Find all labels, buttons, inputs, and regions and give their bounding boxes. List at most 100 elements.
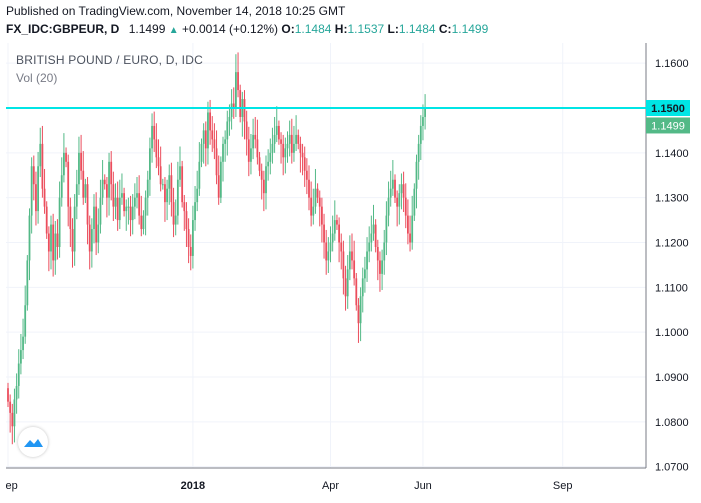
candle-body [159, 166, 162, 185]
candle-body [364, 269, 366, 279]
candle-body [321, 206, 323, 225]
volume-indicator-label[interactable]: Vol (20) [16, 71, 58, 85]
y-tick-label: 1.0800 [655, 417, 689, 429]
candle-body [404, 197, 407, 216]
candle-body [52, 224, 55, 261]
candle-body [37, 166, 39, 212]
candle-body [417, 143, 420, 162]
candle-body [65, 152, 67, 162]
candle-body [316, 188, 319, 198]
candle-body [80, 152, 82, 171]
candle-body [99, 197, 102, 225]
candle-body [151, 125, 153, 149]
candle-body [265, 166, 267, 194]
x-tick-label: Jun [414, 480, 432, 492]
candle-body [144, 197, 147, 216]
candle-body [24, 305, 27, 337]
candle-body [374, 224, 377, 247]
chart-area[interactable]: 1.1600 1.1500 1.1400 1.1300 1.1200 1.1100 1.10… [6, 43, 696, 500]
candle-body [357, 305, 360, 324]
symbol-label[interactable]: FX_IDC:GBPEUR, D [6, 22, 120, 36]
candle-body [372, 224, 375, 234]
chart-legend-title: BRITISH POUND / EURO, D, IDC [16, 53, 203, 67]
candle-body [213, 139, 216, 149]
candle-body [45, 206, 48, 234]
candle-body [305, 170, 308, 180]
price-chart[interactable]: 1.1600 1.1500 1.1400 1.1300 1.1200 1.1100 1.10… [6, 43, 696, 500]
candle-body [411, 215, 414, 243]
candle-body [118, 197, 121, 221]
candle-body [164, 184, 166, 203]
y-tick-label: 1.1000 [655, 327, 689, 339]
candle-body [121, 193, 123, 198]
candle-body [95, 206, 98, 243]
candle-body [308, 179, 310, 198]
candle-body [54, 233, 57, 261]
y-tick-label: 1.1600 [655, 58, 689, 70]
candle-body [50, 224, 52, 252]
candle-body [366, 251, 368, 270]
candle-body [90, 229, 93, 252]
candle-body [288, 134, 291, 144]
candle-body [176, 179, 179, 216]
candle-body [344, 278, 347, 297]
candle-body [271, 143, 274, 153]
candle-body [293, 143, 295, 153]
candle-body [22, 336, 24, 351]
candle-body [211, 130, 214, 140]
low-label: L: [387, 22, 399, 36]
candle-body [290, 134, 293, 153]
candle-body [282, 143, 285, 158]
candle-body [422, 116, 424, 126]
candle-body [41, 143, 44, 189]
tradingview-cloud-icon[interactable] [18, 427, 48, 457]
candle-body [342, 251, 345, 279]
candle-body [394, 179, 396, 198]
candle-body [97, 224, 100, 243]
candle-body [161, 184, 164, 186]
candle-body [140, 215, 143, 230]
candle-body [181, 166, 184, 203]
candle-body [174, 215, 177, 225]
candle-body [355, 278, 358, 306]
candle-body [381, 260, 383, 274]
candle-body [217, 175, 220, 198]
y-tick-label: 1.1400 [655, 148, 689, 160]
candle-body [93, 206, 95, 230]
candle-body [327, 251, 330, 261]
candle-body [17, 363, 20, 386]
candle-body [75, 184, 78, 207]
candle-body [407, 215, 409, 234]
candle-body [47, 233, 50, 252]
candle-body [389, 188, 392, 198]
candle-body [35, 184, 37, 212]
candle-body [301, 152, 304, 158]
last-price: 1.1499 [128, 22, 166, 36]
candle-body [239, 90, 242, 117]
candle-body [71, 229, 74, 252]
quote-bar: FX_IDC:GBPEUR, D 1.1499 ▲ +0.0014 (+0.12… [6, 22, 488, 36]
candle-body [60, 175, 63, 198]
candle-body [346, 269, 349, 297]
candle-body [146, 179, 149, 198]
candle-body [110, 161, 113, 185]
candle-body [204, 130, 207, 149]
candle-body [235, 72, 237, 109]
close-label: C: [438, 22, 452, 36]
y-tick-label: 1.1300 [655, 193, 689, 205]
candle-body [396, 197, 399, 207]
candle-body [254, 134, 257, 140]
x-tick-label: Apr [322, 480, 339, 492]
y-tick-label: 1.1100 [655, 282, 688, 294]
candle-body [209, 112, 211, 131]
candle-body [340, 242, 343, 252]
candle-body [86, 184, 89, 225]
x-tick-label: Sep [6, 480, 18, 492]
candle-body [7, 388, 9, 402]
candle-body [262, 179, 265, 194]
candle-body [400, 184, 403, 194]
candle-body [138, 193, 141, 216]
candle-body [243, 99, 246, 122]
candle-body [149, 148, 151, 180]
candle-body [157, 157, 160, 167]
